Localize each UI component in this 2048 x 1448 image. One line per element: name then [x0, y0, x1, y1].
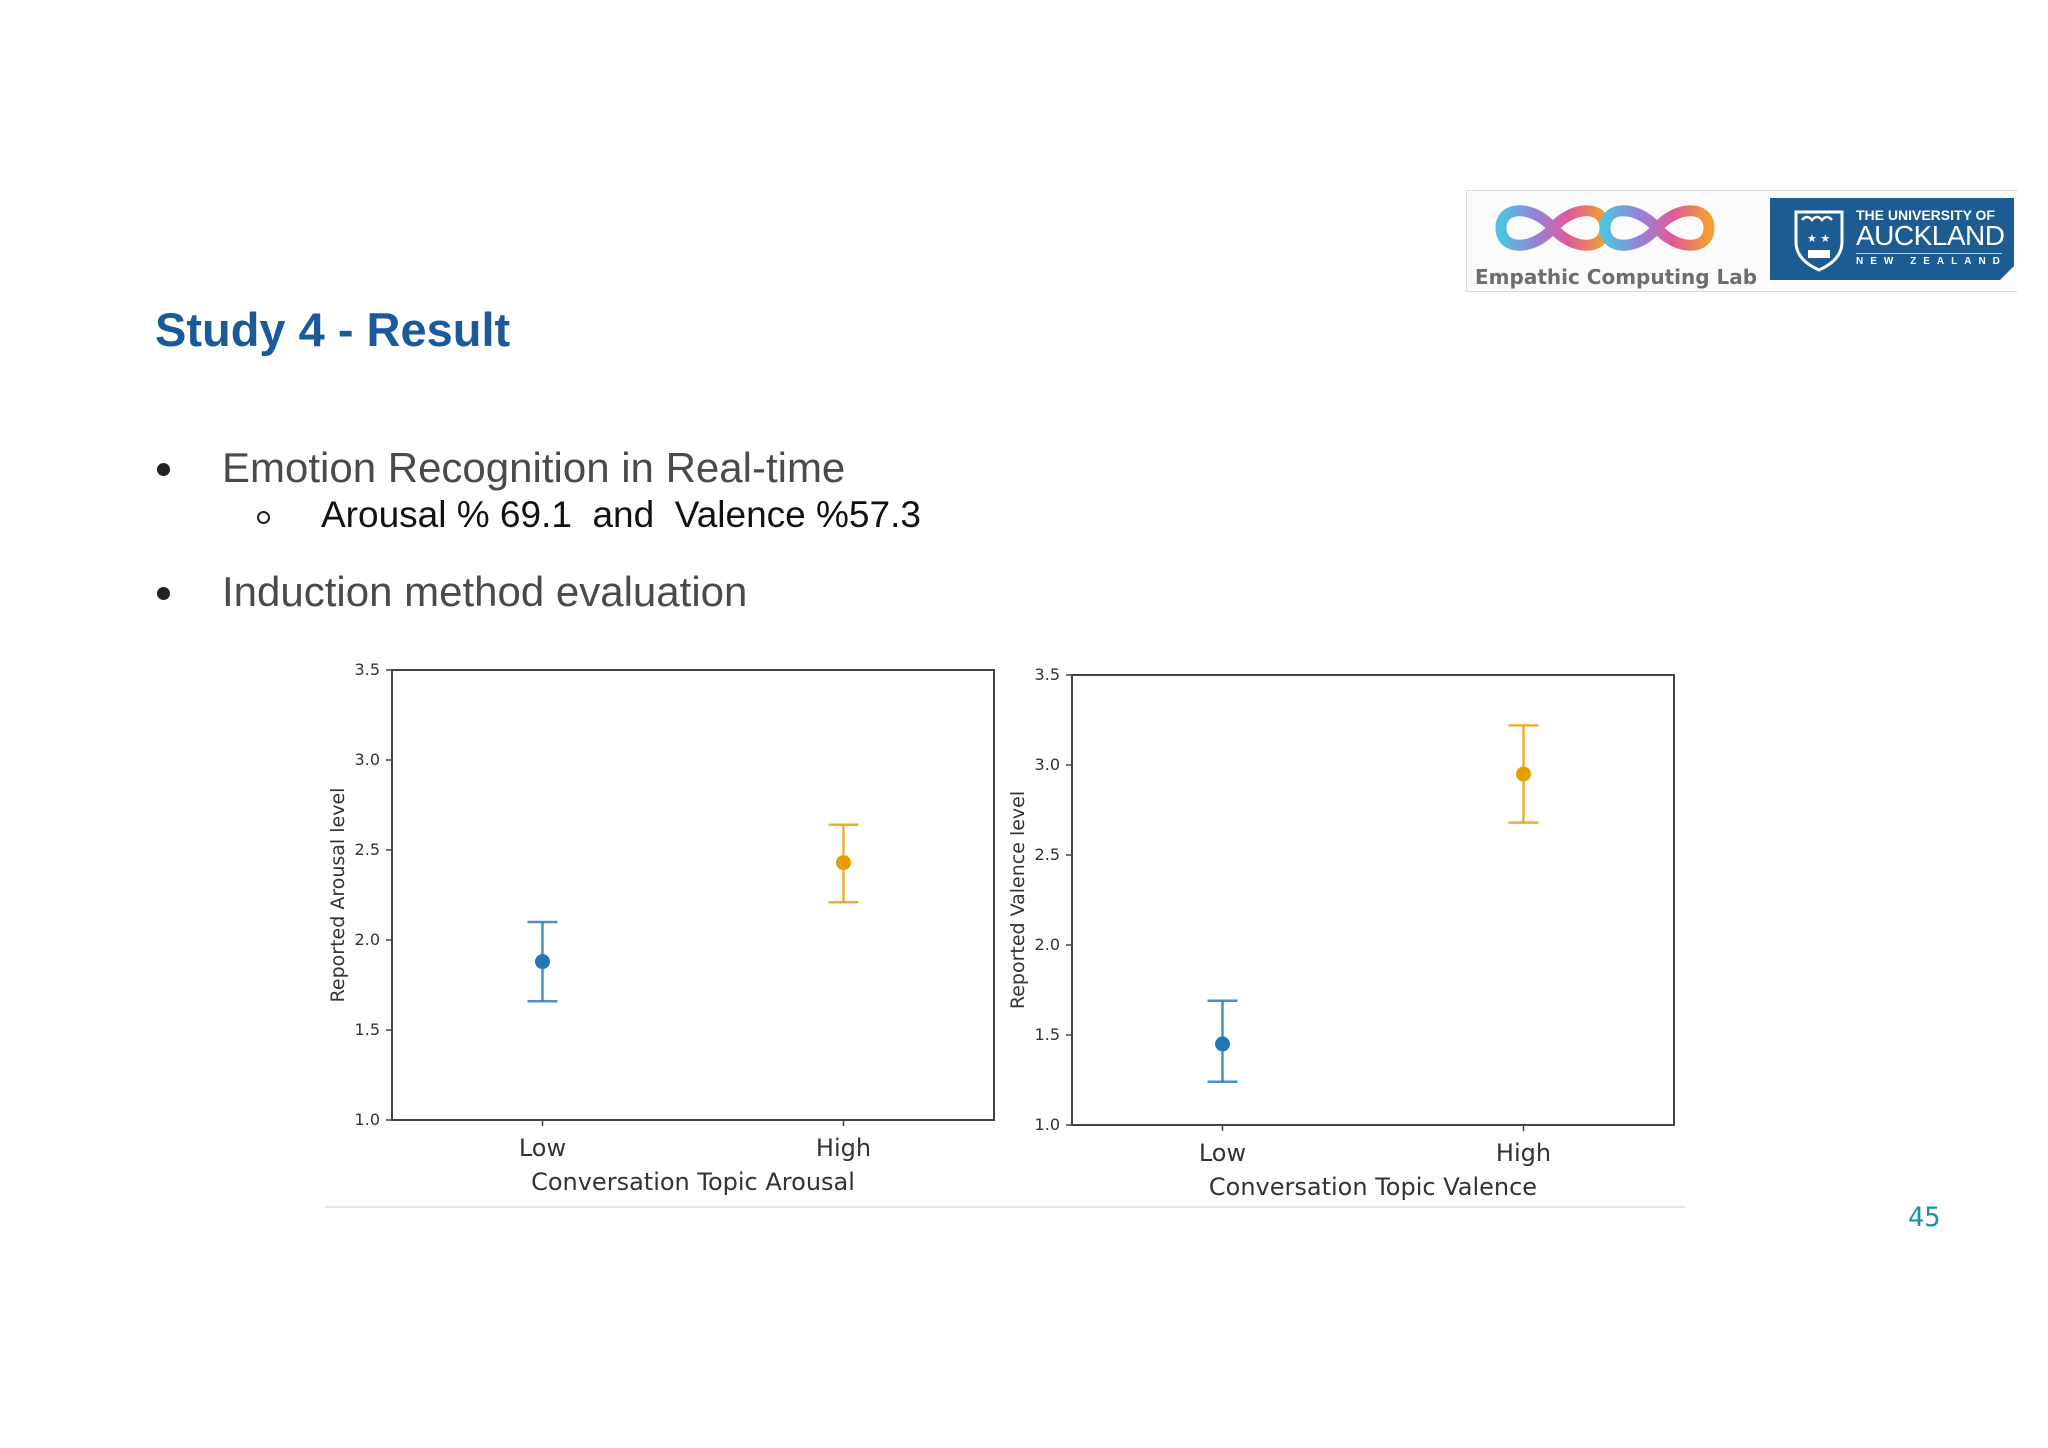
bullet-induction-method: Induction method evaluation [222, 568, 748, 615]
x-tick-label: Low [1199, 1139, 1246, 1167]
plot-frame [391, 669, 995, 1121]
valence-chart: 1.0 1.5 2.0 2.5 3.0 3.5 Reported Valence level… [1007, 665, 1675, 1201]
y-tick-label: 3.0 [1035, 755, 1060, 774]
page-number: 45 [1908, 1202, 1941, 1233]
university-line-1: THE UNIVERSITY OF [1856, 207, 1995, 223]
crest-icon: ★ ★ [1794, 210, 1844, 272]
y-tick-label: 2.0 [1035, 935, 1060, 954]
y-tick-label: 2.5 [1035, 845, 1060, 864]
x-tick-label: High [816, 1134, 871, 1162]
bullet-emotion-recognition: Emotion Recognition in Real-time [222, 444, 846, 491]
data-point-low [1215, 1036, 1230, 1052]
y-tick-label: 2.5 [355, 840, 380, 859]
infinity-logo-icon [1495, 205, 1715, 251]
y-tick-label: 2.0 [355, 930, 380, 949]
svg-text:★ ★: ★ ★ [1807, 232, 1830, 245]
x-axis-label: Conversation Topic Valence [1209, 1173, 1537, 1201]
university-of-auckland-logo: ★ ★ THE UNIVERSITY OF AUCKLAND NEW ZEALA… [1770, 198, 2014, 280]
data-point-high [836, 855, 851, 871]
data-point-low [535, 954, 550, 970]
x-axis-label: Conversation Topic Arousal [531, 1168, 855, 1196]
university-rule [1856, 253, 2002, 254]
university-line-2: AUCKLAND [1856, 220, 2005, 251]
lab-name: Empathic Computing Lab [1475, 265, 1758, 289]
bullet-dot-icon [157, 587, 170, 600]
arousal-chart: 1.0 1.5 2.0 2.5 3.0 3.5 Reported Arousal level… [327, 660, 995, 1196]
y-axis-label: Reported Valence level [1007, 791, 1029, 1009]
logo-corner [2000, 266, 2014, 280]
sub-bullet-accuracy: Arousal % 69.1 and Valence %57.3 [321, 494, 921, 535]
plot-frame [1071, 674, 1675, 1126]
footer-divider [325, 1206, 1685, 1208]
y-tick-label: 1.0 [355, 1110, 380, 1129]
y-tick-label: 1.0 [1035, 1115, 1060, 1134]
data-point-high [1516, 766, 1531, 782]
y-tick-label: 3.5 [1035, 665, 1060, 684]
x-tick-label: High [1496, 1139, 1551, 1167]
slide-title: Study 4 - Result [155, 303, 511, 356]
sub-bullet-circle-icon [257, 511, 270, 524]
y-tick-label: 1.5 [1035, 1025, 1060, 1044]
x-tick-label: Low [519, 1134, 566, 1162]
university-line-3: NEW ZEALAND [1856, 256, 2007, 267]
y-axis-label: Reported Arousal level [327, 788, 349, 1003]
y-tick-label: 3.5 [355, 660, 380, 679]
y-tick-label: 3.0 [355, 750, 380, 769]
y-tick-label: 1.5 [355, 1020, 380, 1039]
bullet-dot-icon [157, 463, 170, 476]
